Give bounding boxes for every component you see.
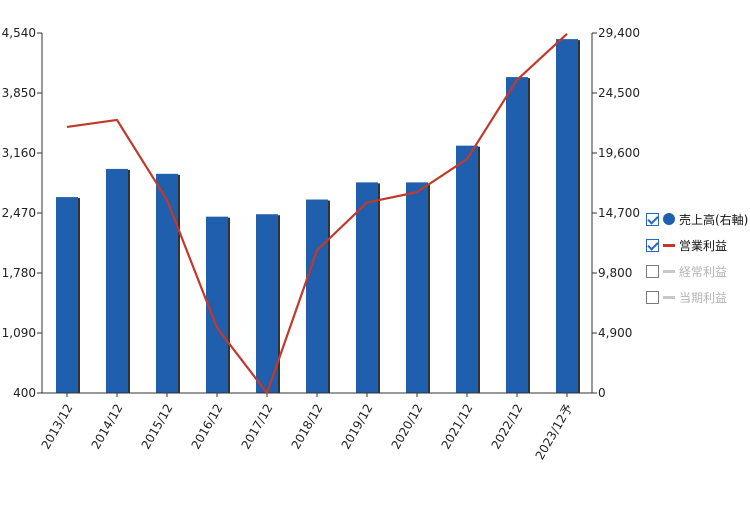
right-tick-label: 14,700 xyxy=(598,206,640,220)
line-icon xyxy=(663,295,675,299)
bar xyxy=(456,145,478,393)
line-icon xyxy=(663,269,675,273)
legend-checkbox-operating-profit[interactable] xyxy=(646,238,659,252)
left-tick-label: 4,540 xyxy=(2,26,36,40)
legend-label-ordinary-profit: 経常利益 xyxy=(679,264,728,279)
bar xyxy=(506,77,528,393)
right-tick-label: 9,800 xyxy=(598,266,632,280)
legend-item-net-profit[interactable]: 当期利益 xyxy=(646,284,750,310)
line-icon xyxy=(663,243,675,247)
bar xyxy=(356,182,378,393)
bar xyxy=(106,168,128,393)
right-tick-label: 24,500 xyxy=(598,86,640,100)
x-tick-label: 2015/12 xyxy=(139,402,176,452)
legend-checkbox-net-profit[interactable] xyxy=(646,290,659,304)
x-tick-label: 2013/12 xyxy=(39,402,76,452)
legend-checkbox-ordinary-profit[interactable] xyxy=(646,264,659,278)
bar xyxy=(156,173,178,393)
legend-label-operating-profit: 営業利益 xyxy=(679,238,728,253)
circle-icon xyxy=(663,213,675,225)
left-tick-label: 3,160 xyxy=(2,146,36,160)
legend-item-sales[interactable]: 売上高(右軸) xyxy=(646,206,750,232)
x-axis-ticks: 2013/12 2014/12 2015/12 2016/12 2017/12 2018/… xyxy=(39,393,576,462)
x-tick-label: 2020/12 xyxy=(389,402,426,452)
right-axis-ticks: 0 4,900 9,800 14,700 19,600 24,500 29,400 xyxy=(592,26,640,400)
legend-label-sales: 売上高(右軸) xyxy=(679,212,749,227)
right-tick-label: 4,900 xyxy=(598,326,632,340)
bar xyxy=(256,214,278,393)
right-tick-label: 19,600 xyxy=(598,146,640,160)
legend-item-ordinary-profit[interactable]: 経常利益 xyxy=(646,258,750,284)
left-axis-ticks: 400 1,090 1,780 2,470 3,160 3,850 4,540 xyxy=(2,26,42,400)
bar-series xyxy=(56,39,580,394)
x-tick-label: 2016/12 xyxy=(189,402,226,452)
left-tick-label: 1,090 xyxy=(2,326,36,340)
x-tick-label: 2018/12 xyxy=(289,402,326,452)
x-tick-label: 2019/12 xyxy=(339,402,376,452)
operating-profit-line xyxy=(66,33,568,395)
left-tick-label: 400 xyxy=(13,386,36,400)
left-tick-label: 3,850 xyxy=(2,86,36,100)
legend-label-net-profit: 当期利益 xyxy=(679,290,728,305)
bar xyxy=(406,182,428,393)
legend-item-operating-profit[interactable]: 営業利益 xyxy=(646,232,750,258)
right-tick-label: 0 xyxy=(598,386,606,400)
bar xyxy=(306,199,328,393)
left-tick-label: 2,470 xyxy=(2,206,36,220)
x-tick-label: 2021/12 xyxy=(439,402,476,452)
bar xyxy=(56,197,78,393)
x-tick-label: 2023/12予 xyxy=(533,402,576,463)
x-tick-label: 2022/12 xyxy=(489,402,526,452)
x-tick-label: 2017/12 xyxy=(239,402,276,452)
left-tick-label: 1,780 xyxy=(2,266,36,280)
line-series xyxy=(66,33,568,395)
x-tick-label: 2014/12 xyxy=(89,402,126,452)
bar xyxy=(206,216,228,393)
legend-checkbox-sales[interactable] xyxy=(646,212,659,226)
bar xyxy=(556,39,578,394)
legend: 売上高(右軸) 営業利益 経常利益 当期利益 xyxy=(646,206,750,310)
right-tick-label: 29,400 xyxy=(598,26,640,40)
